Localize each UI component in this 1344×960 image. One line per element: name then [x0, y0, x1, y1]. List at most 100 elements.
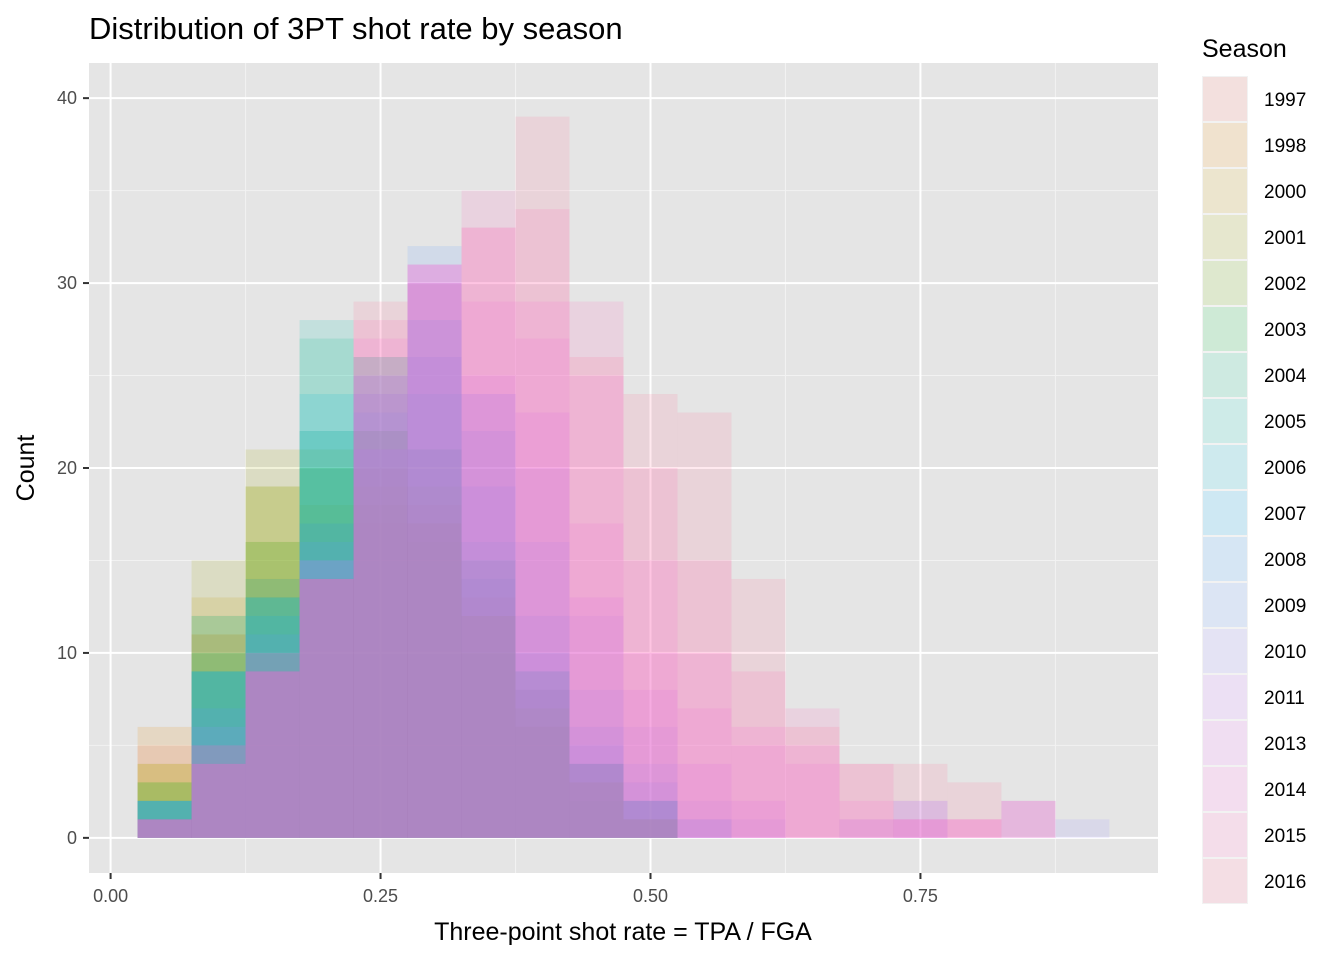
bar-2005 — [191, 671, 246, 838]
series-1998 — [137, 486, 678, 838]
bar-2005 — [137, 800, 192, 838]
bar-2016 — [839, 763, 894, 838]
bar-2014 — [893, 819, 948, 838]
bar-2007 — [191, 671, 246, 838]
bar-2016 — [245, 652, 300, 838]
bar-1998 — [407, 523, 462, 838]
bar-2016 — [407, 283, 462, 838]
bar-2009 — [677, 819, 732, 838]
bar-2001 — [191, 560, 246, 838]
bar-2016 — [731, 578, 786, 838]
bar-2000 — [191, 597, 246, 838]
bar-2011 — [191, 745, 246, 838]
bar-1998 — [191, 634, 246, 838]
y-tick-label: 0 — [67, 828, 77, 848]
bar-2009 — [407, 246, 462, 838]
bar-2008 — [677, 819, 732, 838]
x-tick-label: 0.00 — [93, 886, 128, 906]
bar-2004 — [245, 597, 300, 838]
legend-key-2010 — [1203, 629, 1247, 673]
bar-2010 — [299, 560, 354, 838]
bar-2013 — [569, 523, 624, 838]
histogram-bars — [137, 116, 1110, 838]
bar-2009 — [137, 800, 192, 838]
bar-2014 — [353, 338, 408, 838]
legend-key-2006 — [1203, 445, 1247, 489]
bar-2000 — [515, 726, 570, 838]
bar-1998 — [623, 819, 678, 838]
bar-2014 — [947, 819, 1002, 838]
bar-2011 — [299, 560, 354, 838]
bar-2011 — [731, 800, 786, 838]
bar-2010 — [731, 819, 786, 838]
bar-2015 — [623, 468, 678, 838]
bar-2005 — [569, 763, 624, 838]
bar-2002 — [515, 708, 570, 838]
legend-key-2009 — [1203, 583, 1247, 627]
bar-2011 — [137, 819, 192, 838]
bar-2003 — [623, 800, 678, 838]
series-2015 — [137, 190, 1002, 838]
bar-2011 — [1001, 800, 1056, 838]
bar-2000 — [137, 763, 192, 838]
bar-2016 — [947, 782, 1002, 838]
bar-2008 — [461, 431, 516, 838]
legend-key-1998 — [1203, 123, 1247, 167]
series-1997 — [137, 504, 678, 838]
bar-2009 — [299, 541, 354, 838]
bar-2015 — [299, 578, 354, 838]
bar-2003 — [569, 763, 624, 838]
bar-2003 — [461, 560, 516, 838]
bar-2010 — [839, 819, 894, 838]
legend-key-2003 — [1203, 307, 1247, 351]
bar-2015 — [893, 819, 948, 838]
bar-2009 — [191, 708, 246, 838]
bar-2016 — [353, 301, 408, 838]
bar-2015 — [515, 209, 570, 838]
bar-2009 — [461, 394, 516, 838]
legend-title: Season — [1202, 35, 1287, 63]
legend-key-2015 — [1203, 813, 1247, 857]
bar-2001 — [245, 449, 300, 838]
bar-2002 — [461, 615, 516, 838]
bar-1997 — [515, 689, 570, 838]
bar-2009 — [353, 449, 408, 838]
legend-label-2008: 2008 — [1264, 550, 1306, 571]
bar-2000 — [353, 504, 408, 838]
bar-2003 — [407, 449, 462, 838]
bar-2014 — [515, 301, 570, 838]
bar-2003 — [515, 671, 570, 838]
y-tick-label: 30 — [57, 273, 77, 293]
legend-key-background — [1202, 76, 1248, 904]
bar-2011 — [461, 375, 516, 838]
legend: Season 1997 1998 2000 2001 2002 2003 2004 2005 2… — [1202, 35, 1307, 904]
bar-2003 — [137, 782, 192, 838]
bar-1997 — [191, 634, 246, 838]
bar-2016 — [461, 227, 516, 838]
bar-2004 — [407, 449, 462, 838]
legend-key-2000 — [1203, 169, 1247, 213]
bar-2005 — [515, 671, 570, 838]
bar-2005 — [353, 357, 408, 838]
bar-2010 — [353, 449, 408, 838]
bar-2016 — [623, 394, 678, 838]
bar-1997 — [407, 504, 462, 838]
legend-key-2007 — [1203, 491, 1247, 535]
bar-2002 — [407, 486, 462, 838]
y-tick-label: 10 — [57, 643, 77, 663]
bar-2010 — [677, 800, 732, 838]
legend-key-2002 — [1203, 261, 1247, 305]
legend-label-2002: 2002 — [1264, 274, 1306, 295]
legend-label-2013: 2013 — [1264, 734, 1306, 755]
bar-2001 — [569, 800, 624, 838]
y-tick-label: 40 — [57, 88, 77, 108]
bar-2002 — [623, 819, 678, 838]
series-2014 — [137, 227, 1002, 838]
bar-2010 — [461, 394, 516, 838]
bar-2013 — [515, 338, 570, 838]
legend-label-2014: 2014 — [1264, 780, 1307, 801]
series-2008 — [137, 283, 732, 838]
x-tick-label: 0.50 — [633, 886, 668, 906]
bar-2007 — [137, 800, 192, 838]
